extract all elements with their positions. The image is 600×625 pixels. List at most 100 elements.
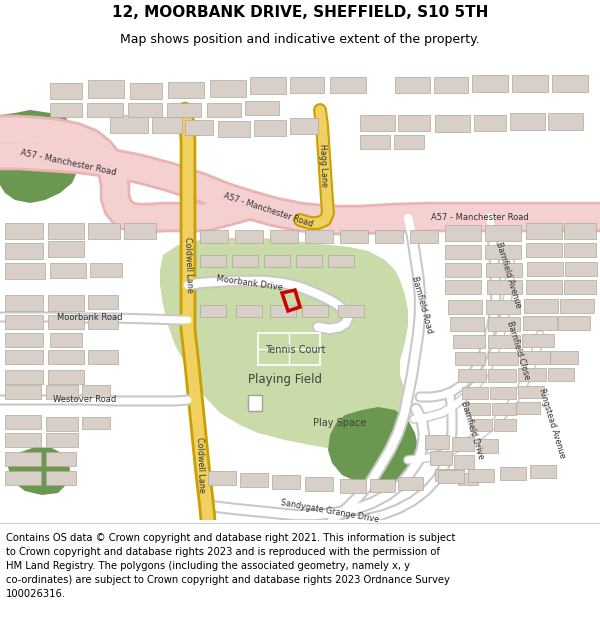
Polygon shape [462, 387, 488, 399]
Polygon shape [490, 387, 516, 399]
Polygon shape [5, 452, 41, 466]
Polygon shape [527, 262, 563, 276]
Text: Map shows position and indicative extent of the property.: Map shows position and indicative extent… [120, 33, 480, 46]
Polygon shape [564, 280, 596, 294]
Polygon shape [454, 455, 474, 469]
Text: Barnfield Road: Barnfield Road [410, 276, 434, 334]
Polygon shape [458, 473, 478, 485]
Polygon shape [328, 407, 418, 485]
Polygon shape [5, 471, 41, 485]
Polygon shape [445, 225, 481, 241]
Polygon shape [565, 262, 597, 276]
Polygon shape [518, 368, 546, 381]
Polygon shape [248, 395, 262, 411]
Polygon shape [88, 223, 120, 239]
Text: Barnfield Drive: Barnfield Drive [459, 400, 485, 460]
Polygon shape [488, 335, 520, 348]
Polygon shape [560, 299, 594, 313]
Polygon shape [236, 305, 262, 317]
Polygon shape [185, 120, 213, 135]
Polygon shape [488, 369, 516, 382]
Polygon shape [552, 75, 588, 92]
Text: Tennis Court: Tennis Court [265, 345, 325, 355]
Polygon shape [124, 223, 156, 239]
Polygon shape [5, 333, 43, 347]
Polygon shape [338, 305, 364, 317]
Polygon shape [487, 280, 522, 294]
Polygon shape [0, 110, 80, 203]
Polygon shape [445, 263, 481, 277]
Polygon shape [88, 315, 118, 329]
Polygon shape [5, 315, 43, 329]
Polygon shape [478, 439, 498, 453]
Polygon shape [302, 305, 328, 317]
Polygon shape [5, 350, 43, 364]
Polygon shape [526, 280, 562, 294]
Polygon shape [370, 479, 395, 492]
Polygon shape [425, 435, 449, 449]
Polygon shape [290, 118, 318, 134]
Polygon shape [46, 417, 78, 431]
Polygon shape [340, 479, 366, 493]
Polygon shape [328, 255, 354, 267]
Polygon shape [48, 315, 84, 329]
Polygon shape [530, 465, 556, 478]
Text: Westover Road: Westover Road [53, 396, 116, 404]
Polygon shape [264, 255, 290, 267]
Text: Barnfield Close: Barnfield Close [505, 319, 531, 381]
Polygon shape [5, 223, 43, 239]
Polygon shape [450, 317, 484, 331]
Polygon shape [394, 135, 424, 149]
Polygon shape [272, 475, 300, 489]
Polygon shape [232, 255, 258, 267]
Text: A57 - Manchester Road: A57 - Manchester Road [222, 191, 314, 229]
Polygon shape [455, 352, 485, 365]
Polygon shape [218, 121, 250, 137]
Polygon shape [398, 115, 430, 131]
Polygon shape [48, 241, 84, 257]
Polygon shape [270, 305, 296, 317]
Polygon shape [46, 433, 78, 447]
Polygon shape [48, 223, 84, 239]
Polygon shape [48, 370, 84, 384]
Polygon shape [87, 103, 123, 117]
Polygon shape [466, 403, 490, 415]
Polygon shape [522, 334, 554, 347]
Polygon shape [558, 316, 590, 330]
Polygon shape [452, 437, 474, 451]
Polygon shape [500, 467, 526, 480]
Polygon shape [270, 230, 298, 243]
Polygon shape [434, 77, 468, 93]
Polygon shape [564, 223, 596, 239]
Polygon shape [235, 230, 263, 243]
Polygon shape [82, 385, 110, 397]
Polygon shape [410, 230, 438, 243]
Polygon shape [445, 245, 481, 259]
Polygon shape [200, 230, 228, 243]
Polygon shape [82, 417, 110, 429]
Polygon shape [290, 77, 324, 93]
Polygon shape [254, 120, 286, 136]
Polygon shape [435, 115, 470, 132]
Polygon shape [5, 415, 41, 429]
Polygon shape [445, 280, 481, 294]
Polygon shape [46, 452, 76, 466]
Polygon shape [305, 477, 333, 491]
Polygon shape [240, 473, 268, 487]
Polygon shape [88, 80, 124, 98]
Polygon shape [375, 230, 403, 243]
Polygon shape [5, 295, 43, 311]
Polygon shape [340, 230, 368, 243]
Polygon shape [548, 113, 583, 130]
Polygon shape [485, 245, 521, 259]
Polygon shape [88, 350, 118, 364]
Polygon shape [50, 103, 82, 117]
Polygon shape [130, 83, 162, 99]
Polygon shape [245, 101, 279, 115]
Polygon shape [5, 433, 41, 447]
Polygon shape [453, 335, 485, 348]
Text: Moorbank Road: Moorbank Road [57, 312, 123, 321]
Polygon shape [564, 243, 596, 257]
Polygon shape [486, 263, 522, 277]
Polygon shape [110, 115, 148, 133]
